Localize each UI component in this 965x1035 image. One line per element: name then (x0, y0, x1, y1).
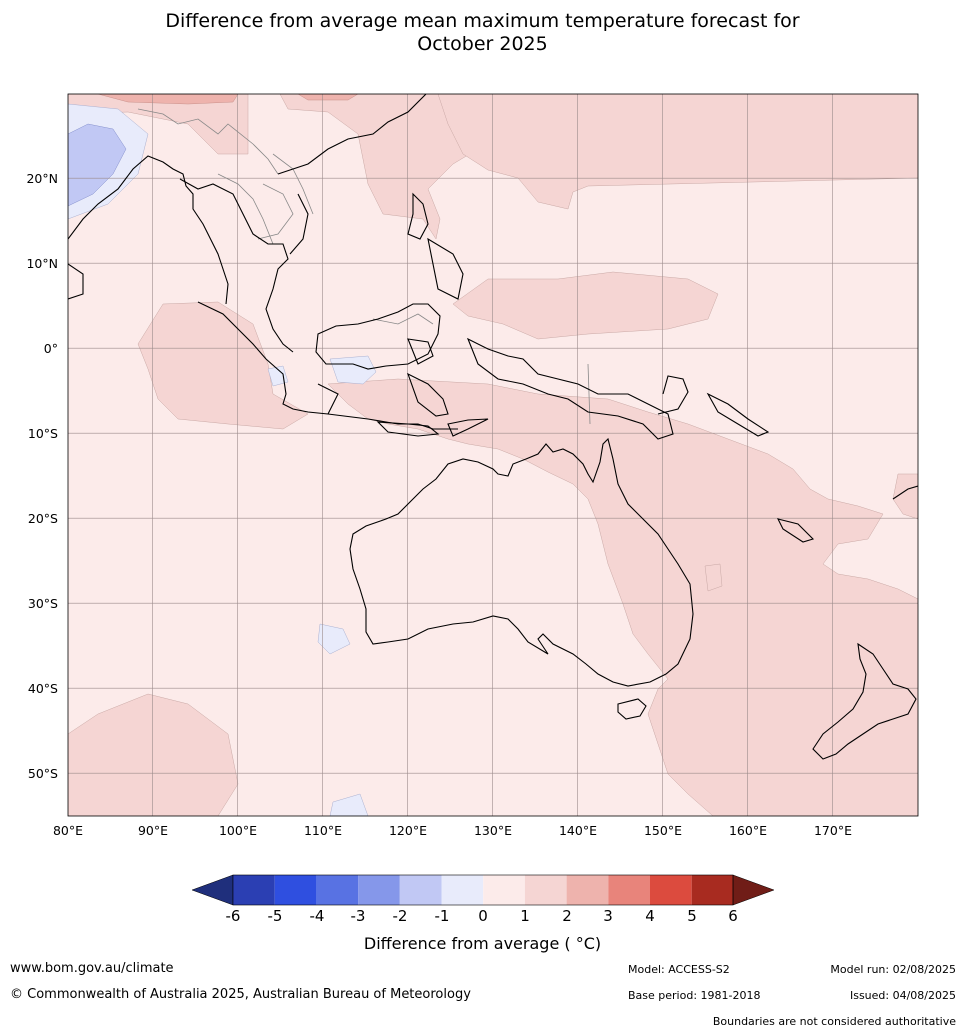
colorbar-bin-0-1 (483, 875, 525, 905)
map-frame (67, 93, 919, 817)
lat-label-30s: 30°S (27, 596, 58, 611)
lon-label-120e: 120°E (388, 823, 427, 838)
lat-label-10s: 10°S (27, 426, 58, 441)
anomaly-minus-1-2-regions (68, 123, 127, 207)
colorbar-tick-3: 3 (603, 907, 613, 925)
colorbar-over-arrow (732, 874, 774, 906)
graticule (68, 94, 918, 816)
national-boundaries (137, 108, 591, 425)
colorbar-tick-0: 0 (478, 907, 488, 925)
colorbar-bin-minus2-minus1 (399, 875, 442, 905)
lon-label-100e: 100°E (218, 823, 257, 838)
lat-label-50s: 50°S (27, 766, 58, 781)
lon-label-110e: 110°E (303, 823, 342, 838)
issued-date: Issued: 04/08/2025 (849, 989, 956, 1002)
colorbar-tick-minus4: -4 (309, 907, 325, 925)
lon-label-160e: 160°E (728, 823, 767, 838)
anomaly-map (67, 93, 919, 817)
lat-label-20s: 20°S (27, 511, 58, 526)
colorbar-bin-3-4 (608, 875, 650, 905)
colorbar-tick-minus5: -5 (267, 907, 283, 925)
model-run-date: Model run: 02/08/2025 (830, 963, 956, 976)
lon-label-140e: 140°E (558, 823, 597, 838)
colorbar-tick-1: 1 (520, 907, 530, 925)
title-line-1: Difference from average mean maximum tem… (165, 10, 800, 32)
lat-label-40s: 40°S (27, 681, 58, 696)
lat-label-10n: 10°N (26, 256, 58, 271)
model-name: Model: ACCESS-S2 (628, 963, 730, 976)
title-line-2: October 2025 (417, 33, 548, 55)
colorbar-tick-2: 2 (562, 907, 572, 925)
colorbar-bin-minus6-minus5 (233, 875, 275, 905)
colorbar-frame (232, 874, 734, 906)
website-link[interactable]: www.bom.gov.au/climate (10, 961, 174, 976)
lon-label-170e: 170°E (813, 823, 852, 838)
colorbar-tick-minus3: -3 (350, 907, 366, 925)
colorbar-bin-minus4-minus3 (316, 875, 359, 905)
lon-label-130e: 130°E (473, 823, 512, 838)
colorbar-tick-6: 6 (728, 907, 738, 925)
lon-label-90e: 90°E (137, 823, 169, 838)
colorbar-tick-4: 4 (645, 907, 655, 925)
colorbar (192, 874, 774, 906)
lon-label-150e: 150°E (643, 823, 682, 838)
colorbar-tick-minus6: -6 (225, 907, 241, 925)
colorbar-bin-4-5 (650, 875, 692, 905)
colorbar-tick-minus2: -2 (392, 907, 408, 925)
colorbar-bin-5-6 (691, 875, 733, 905)
base-period: Base period: 1981-2018 (628, 989, 761, 1002)
anomaly-plus-1-2-regions (68, 94, 918, 816)
copyright-text: © Commonwealth of Australia 2025, Austra… (10, 987, 471, 1002)
colorbar-label: Difference from average ( °C) (363, 934, 602, 953)
colorbar-tick-minus1: -1 (434, 907, 450, 925)
boundaries-note: Boundaries are not considered authoritat… (712, 1015, 956, 1028)
colorbar-bin-2-3 (566, 875, 609, 905)
colorbar-under-arrow (192, 874, 234, 906)
lat-label-20n: 20°N (26, 171, 58, 186)
map-title: Difference from average mean maximum tem… (0, 10, 965, 56)
lon-label-80e: 80°E (52, 823, 84, 838)
colorbar-bin-1-2 (524, 875, 567, 905)
colorbar-bin-minus1-0 (441, 875, 484, 905)
anomaly-plus-2-3-regions (97, 94, 359, 105)
colorbar-bin-minus3-minus2 (358, 875, 400, 905)
colorbar-bin-minus5-minus4 (274, 875, 317, 905)
lat-label-0: 0° (43, 341, 58, 356)
coastlines (68, 94, 918, 760)
colorbar-tick-5: 5 (687, 907, 697, 925)
map-panel: 20°N 10°N 0° 10°S 20°S 30°S 40°S 50°S 80… (26, 93, 919, 838)
